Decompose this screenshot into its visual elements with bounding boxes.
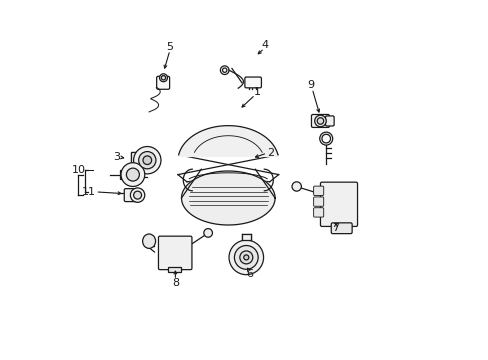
Bar: [241, 234, 250, 240]
Circle shape: [314, 115, 325, 127]
FancyBboxPatch shape: [330, 223, 351, 234]
Circle shape: [121, 163, 144, 186]
Text: 4: 4: [261, 40, 268, 50]
Circle shape: [203, 229, 212, 237]
Text: 7: 7: [332, 222, 339, 233]
FancyBboxPatch shape: [158, 236, 192, 270]
Circle shape: [161, 76, 165, 80]
Circle shape: [319, 132, 332, 145]
Circle shape: [239, 251, 252, 264]
Circle shape: [234, 246, 258, 269]
Polygon shape: [181, 171, 275, 225]
Circle shape: [133, 147, 161, 174]
Text: 5: 5: [166, 42, 173, 52]
Circle shape: [220, 66, 228, 75]
FancyBboxPatch shape: [320, 182, 357, 226]
FancyBboxPatch shape: [313, 208, 323, 217]
Circle shape: [142, 156, 151, 165]
Text: 8: 8: [171, 278, 179, 288]
Text: 3: 3: [113, 152, 120, 162]
Circle shape: [222, 68, 226, 72]
Bar: [131, 152, 146, 168]
Circle shape: [244, 255, 248, 260]
FancyBboxPatch shape: [124, 189, 137, 202]
Circle shape: [321, 134, 330, 143]
Ellipse shape: [142, 234, 155, 248]
Circle shape: [139, 152, 156, 169]
Circle shape: [228, 240, 263, 275]
Bar: [120, 170, 126, 179]
Circle shape: [159, 74, 167, 82]
Text: 9: 9: [307, 80, 314, 90]
Text: 6: 6: [245, 269, 252, 279]
FancyBboxPatch shape: [311, 114, 329, 127]
FancyBboxPatch shape: [313, 197, 323, 206]
Circle shape: [133, 191, 141, 199]
Bar: [131, 152, 146, 168]
FancyBboxPatch shape: [244, 77, 261, 88]
Bar: [167, 267, 181, 272]
Text: 10: 10: [72, 165, 86, 175]
Text: 2: 2: [266, 148, 273, 158]
Text: 11: 11: [82, 187, 96, 197]
Circle shape: [126, 168, 139, 181]
Polygon shape: [178, 126, 278, 156]
Circle shape: [130, 188, 144, 202]
FancyBboxPatch shape: [313, 186, 323, 195]
FancyBboxPatch shape: [156, 76, 169, 89]
Text: 1: 1: [253, 87, 260, 97]
Circle shape: [291, 182, 301, 191]
Circle shape: [317, 118, 323, 124]
FancyBboxPatch shape: [325, 116, 333, 126]
